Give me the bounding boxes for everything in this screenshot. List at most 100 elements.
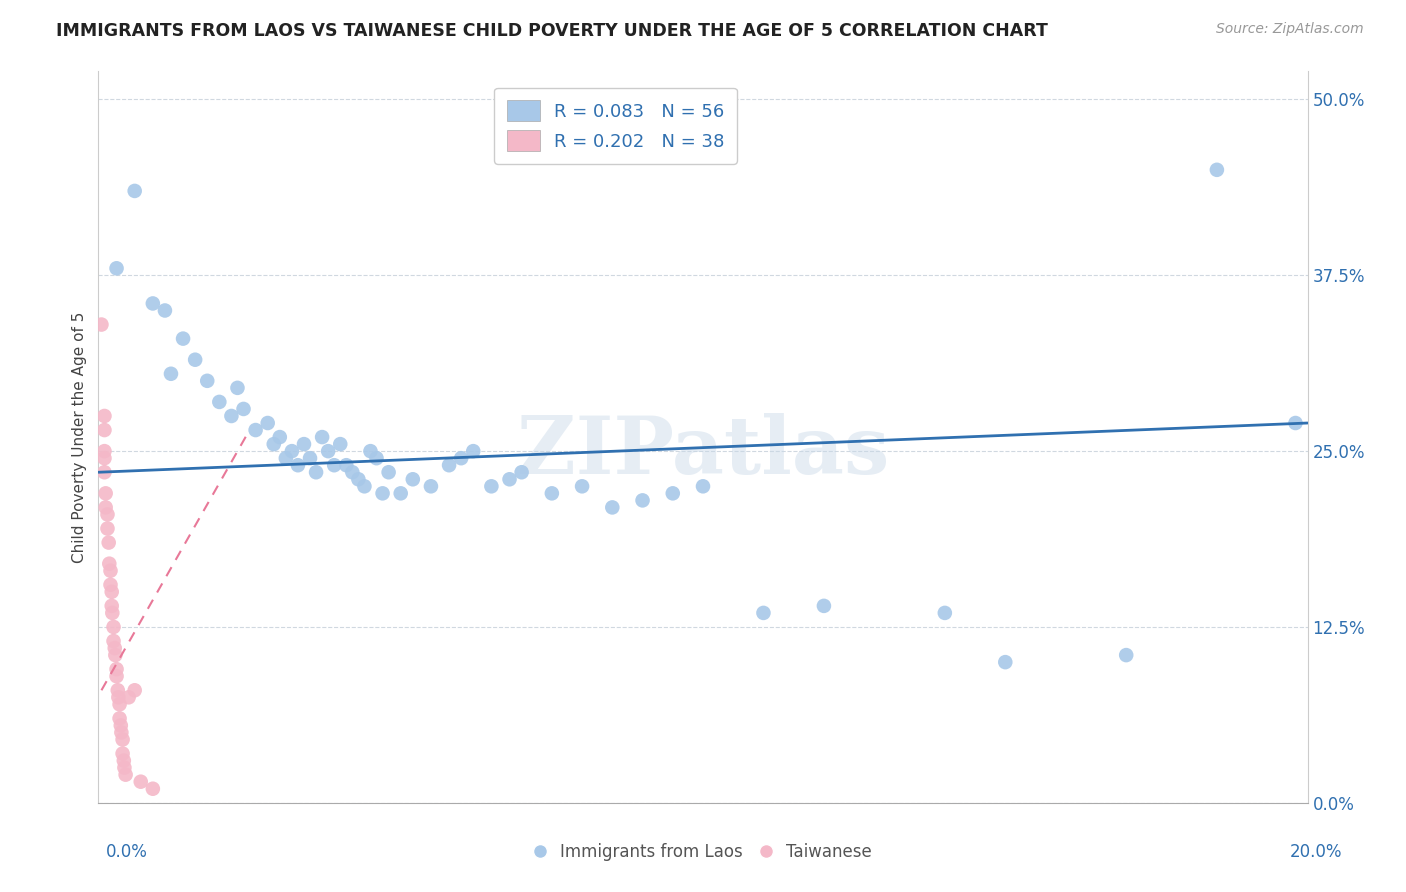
Point <box>752 606 775 620</box>
Point <box>437 458 460 473</box>
Point <box>498 472 520 486</box>
Point <box>934 606 956 620</box>
Point <box>353 479 375 493</box>
Text: 0.0%: 0.0% <box>105 843 148 861</box>
Point <box>221 409 243 423</box>
Point <box>311 430 333 444</box>
Point <box>112 761 135 775</box>
Point <box>93 465 115 479</box>
Point <box>540 486 562 500</box>
Point <box>103 634 125 648</box>
Point <box>481 479 503 493</box>
Point <box>111 747 134 761</box>
Point <box>510 465 533 479</box>
Point <box>105 261 128 276</box>
Point <box>1115 648 1137 662</box>
Point <box>90 318 112 332</box>
Point <box>97 535 120 549</box>
Text: 20.0%: 20.0% <box>1291 843 1343 861</box>
Point <box>129 774 152 789</box>
Text: ZIPatlas: ZIPatlas <box>517 413 889 491</box>
Point <box>389 486 412 500</box>
Point <box>245 423 267 437</box>
Point <box>305 465 328 479</box>
Point <box>184 352 207 367</box>
Point <box>287 458 309 473</box>
Point <box>100 564 122 578</box>
Point <box>107 690 129 705</box>
Point <box>101 606 124 620</box>
Point <box>124 683 146 698</box>
Point <box>104 648 127 662</box>
Point <box>335 458 357 473</box>
Point <box>329 437 352 451</box>
Point <box>366 451 388 466</box>
Point <box>692 479 714 493</box>
Point <box>153 303 176 318</box>
Point <box>118 690 141 705</box>
Point <box>281 444 304 458</box>
Point <box>110 725 132 739</box>
Point <box>274 451 297 466</box>
Point <box>994 655 1017 669</box>
Point <box>111 732 134 747</box>
Point <box>195 374 218 388</box>
Point <box>93 423 115 437</box>
Point <box>360 444 382 458</box>
Text: IMMIGRANTS FROM LAOS VS TAIWANESE CHILD POVERTY UNDER THE AGE OF 5 CORRELATION C: IMMIGRANTS FROM LAOS VS TAIWANESE CHILD … <box>56 22 1047 40</box>
Point <box>377 465 399 479</box>
Point <box>571 479 593 493</box>
Point <box>110 718 132 732</box>
Point <box>342 465 364 479</box>
Point <box>1284 416 1306 430</box>
Point <box>661 486 683 500</box>
Point <box>450 451 472 466</box>
Point <box>100 578 122 592</box>
Point <box>105 662 128 676</box>
Point <box>93 444 115 458</box>
Point <box>371 486 394 500</box>
Point <box>463 444 485 458</box>
Point <box>316 444 339 458</box>
Point <box>98 557 121 571</box>
Point <box>114 767 136 781</box>
Y-axis label: Child Poverty Under the Age of 5: Child Poverty Under the Age of 5 <box>72 311 87 563</box>
Point <box>142 781 165 796</box>
Point <box>172 332 194 346</box>
Point <box>269 430 291 444</box>
Point <box>100 599 122 613</box>
Point <box>813 599 835 613</box>
Point <box>105 669 128 683</box>
Point <box>420 479 443 493</box>
Point <box>124 184 146 198</box>
Point <box>263 437 285 451</box>
Point <box>292 437 315 451</box>
Point <box>107 683 129 698</box>
Point <box>256 416 278 430</box>
Point <box>208 395 231 409</box>
Point <box>142 296 165 310</box>
Point <box>93 451 115 466</box>
Point <box>1206 162 1229 177</box>
Point <box>96 508 118 522</box>
Point <box>94 486 117 500</box>
Point <box>602 500 624 515</box>
Point <box>112 754 135 768</box>
Point <box>96 521 118 535</box>
Text: Source: ZipAtlas.com: Source: ZipAtlas.com <box>1216 22 1364 37</box>
Legend: Immigrants from Laos, Taiwanese: Immigrants from Laos, Taiwanese <box>527 837 879 868</box>
Point <box>402 472 425 486</box>
Point <box>160 367 183 381</box>
Point <box>631 493 654 508</box>
Point <box>104 641 127 656</box>
Point <box>103 620 125 634</box>
Point <box>100 584 122 599</box>
Point <box>232 401 254 416</box>
Point <box>323 458 346 473</box>
Point <box>108 698 131 712</box>
Point <box>93 409 115 423</box>
Point <box>108 711 131 725</box>
Point <box>299 451 322 466</box>
Point <box>94 500 117 515</box>
Point <box>226 381 249 395</box>
